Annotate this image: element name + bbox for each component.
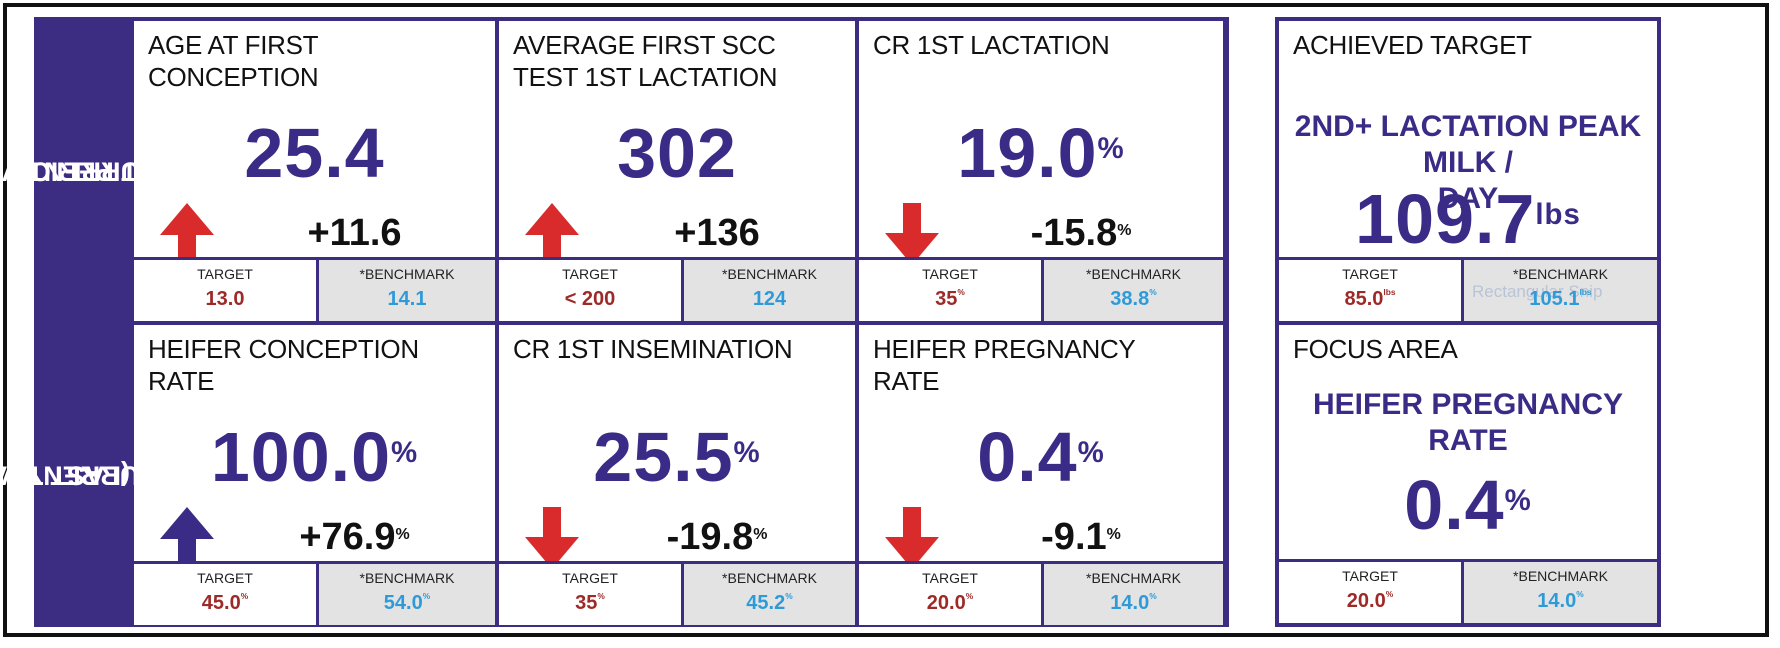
benchmark-box: *BENCHMARK 54.0%: [319, 561, 495, 625]
card-title: CR 1ST INSEMINATION: [513, 334, 793, 364]
row-label-top-text: CURRENT VS.LAST PERIOD: [0, 156, 192, 187]
card-title: HEIFER CONCEPTION RATE: [148, 334, 419, 396]
benchmark-box: *BENCHMARK 124: [684, 257, 855, 321]
card-value: 100.0%: [210, 418, 419, 496]
target-box: TARGET 20.0%: [859, 561, 1044, 625]
row-label-bottom-text: CURRENT VS.PERIOD (LAST YEAR): [0, 460, 241, 491]
snip-watermark: Rectangular Snip: [1472, 282, 1603, 301]
kpi-card-age-at-first-conception[interactable]: AGE AT FIRST CONCEPTION 25.4 +11.6 TARGET…: [134, 21, 495, 321]
card-change: +76.9%: [299, 516, 410, 558]
focus-value: 0.4%: [1404, 466, 1532, 544]
target-box: TARGET 20.0%: [1279, 559, 1464, 623]
focus-heading: FOCUS AREA: [1293, 334, 1458, 364]
achieved-value: 109.7lbs: [1355, 180, 1581, 258]
card-change: +136: [674, 212, 760, 254]
card-change: -15.8%: [1030, 212, 1132, 254]
target-box: TARGET 13.0: [134, 257, 319, 321]
down-arrow-icon: [885, 507, 939, 569]
target-box: TARGET < 200: [499, 257, 684, 321]
benchmark-box: *BENCHMARK 45.2%: [684, 561, 855, 625]
highlight-panel: ACHIEVED TARGET 2ND+ LACTATION PEAK MILK…: [1275, 17, 1661, 627]
benchmark-box: *BENCHMARK 14.0%: [1464, 559, 1657, 623]
benchmark-box: *BENCHMARK 14.1: [319, 257, 495, 321]
kpi-card-heifer-pregnancy-rate[interactable]: HEIFER PREGNANCY RATE 0.4% -9.1% TARGET 20…: [859, 325, 1223, 625]
card-value: 25.5%: [593, 418, 761, 496]
card-title: AGE AT FIRST CONCEPTION: [148, 30, 319, 92]
achieved-metric: 2ND+ LACTATION PEAK MILK / DAY: [1294, 110, 1642, 215]
kpi-card-heifer-conception-rate[interactable]: HEIFER CONCEPTION RATE 100.0% +76.9% TARG…: [134, 325, 495, 625]
target-box: TARGET 35%: [499, 561, 684, 625]
achieved-target-card[interactable]: ACHIEVED TARGET 2ND+ LACTATION PEAK MILK…: [1279, 21, 1657, 321]
card-title: HEIFER PREGNANCY RATE: [873, 334, 1136, 396]
card-title: AVERAGE FIRST SCC TEST 1ST LACTATION: [513, 30, 778, 92]
benchmark-box: Rectangular Snip *BENCHMARK 105.1lbs: [1464, 257, 1657, 321]
up-arrow-icon: [160, 507, 214, 569]
card-change: +11.6: [307, 212, 402, 254]
achieved-heading: ACHIEVED TARGET: [1293, 30, 1532, 60]
kpi-card-cr-1st-lactation[interactable]: CR 1ST LACTATION 19.0% -15.8% TARGET 35% …: [859, 21, 1223, 321]
target-box: TARGET 35%: [859, 257, 1044, 321]
down-arrow-icon: [525, 507, 579, 569]
benchmark-box: *BENCHMARK 14.0%: [1044, 561, 1223, 625]
card-value: 19.0%: [957, 114, 1125, 192]
down-arrow-icon: [885, 203, 939, 265]
card-change: -9.1%: [1041, 516, 1121, 558]
kpi-card-average-first-scc[interactable]: AVERAGE FIRST SCC TEST 1ST LACTATION 302 …: [499, 21, 855, 321]
dashboard-frame: CURRENT VS.LAST PERIOD CURRENT VS.PERIOD…: [0, 3, 1769, 637]
focus-area-card[interactable]: FOCUS AREA HEIFER PREGNANCY RATE 0.4% TA…: [1279, 325, 1657, 623]
up-arrow-icon: [525, 203, 579, 265]
card-title: CR 1ST LACTATION: [873, 30, 1110, 60]
card-value: 0.4%: [977, 418, 1105, 496]
row-label-bottom: CURRENT VS.PERIOD (LAST YEAR): [0, 325, 241, 625]
card-change: -19.8%: [666, 516, 768, 558]
target-box: TARGET 85.0lbs: [1279, 257, 1464, 321]
card-value: 302: [617, 114, 737, 192]
kpi-card-cr-1st-insemination[interactable]: CR 1ST INSEMINATION 25.5% -19.8% TARGET 3…: [499, 325, 855, 625]
card-value: 25.4: [244, 114, 385, 192]
focus-metric: HEIFER PREGNANCY RATE: [1312, 388, 1624, 457]
kpi-panel: CURRENT VS.LAST PERIOD CURRENT VS.PERIOD…: [0, 17, 1229, 627]
row-label-top: CURRENT VS.LAST PERIOD: [0, 21, 192, 321]
target-box: TARGET 45.0%: [134, 561, 319, 625]
benchmark-box: *BENCHMARK 38.8%: [1044, 257, 1223, 321]
up-arrow-icon: [160, 203, 214, 265]
